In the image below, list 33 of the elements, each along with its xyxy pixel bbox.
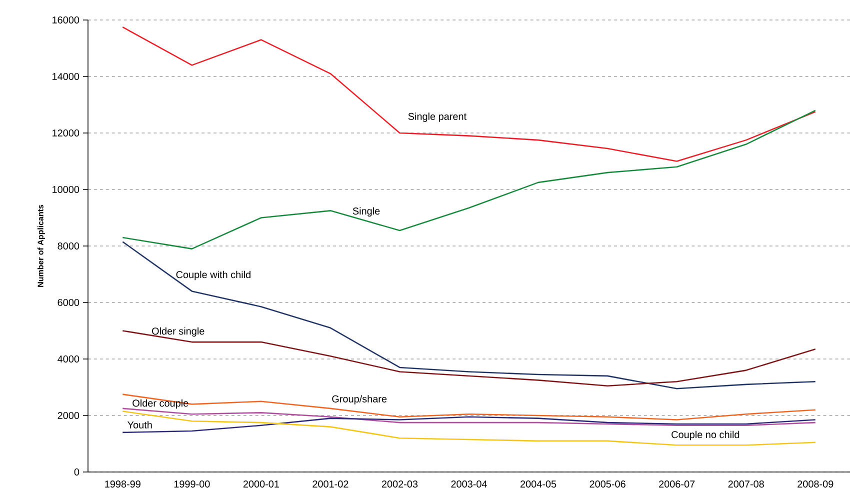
x-tick-label: 2002-03 [382,480,418,488]
series-label: Couple no child [672,430,740,440]
y-tick-label: 14000 [52,72,80,80]
y-tick-label: 16000 [52,16,80,24]
line-series [122,241,816,390]
y-tick-label: 2000 [58,412,80,420]
series-label: Older single [152,327,204,337]
line-series [122,26,816,162]
line-series [122,394,816,420]
y-tick-label: 10000 [52,186,80,194]
y-tick-label: 4000 [58,355,80,363]
series-label: Single [352,207,380,217]
x-tick-label: 1998-99 [105,480,140,488]
x-tick-label: 2003-04 [451,480,487,488]
y-tick-label: 8000 [58,242,80,250]
line-series [122,410,816,446]
x-tick-label: 2007-08 [728,480,764,488]
series-label: Single parent [408,112,466,122]
x-tick-label: 2004-05 [520,480,556,488]
series-label: Youth [128,421,152,428]
x-tick-label: 1999-00 [174,480,210,488]
x-tick-label: 2000-01 [243,480,279,488]
x-tick-label: 2006-07 [659,480,695,488]
y-tick-label: 6000 [58,298,80,306]
x-tick-label: 2001-02 [312,480,348,488]
series-label: Couple with child [176,270,250,280]
y-tick-label: 12000 [52,129,80,137]
y-tick-label: 0 [74,468,80,476]
x-tick-label: 2008-09 [798,480,834,488]
series-label: Older couple [132,399,188,409]
x-tick-label: 2005-06 [590,480,626,488]
series-label: Group/share [332,395,387,404]
line-series [122,110,816,250]
